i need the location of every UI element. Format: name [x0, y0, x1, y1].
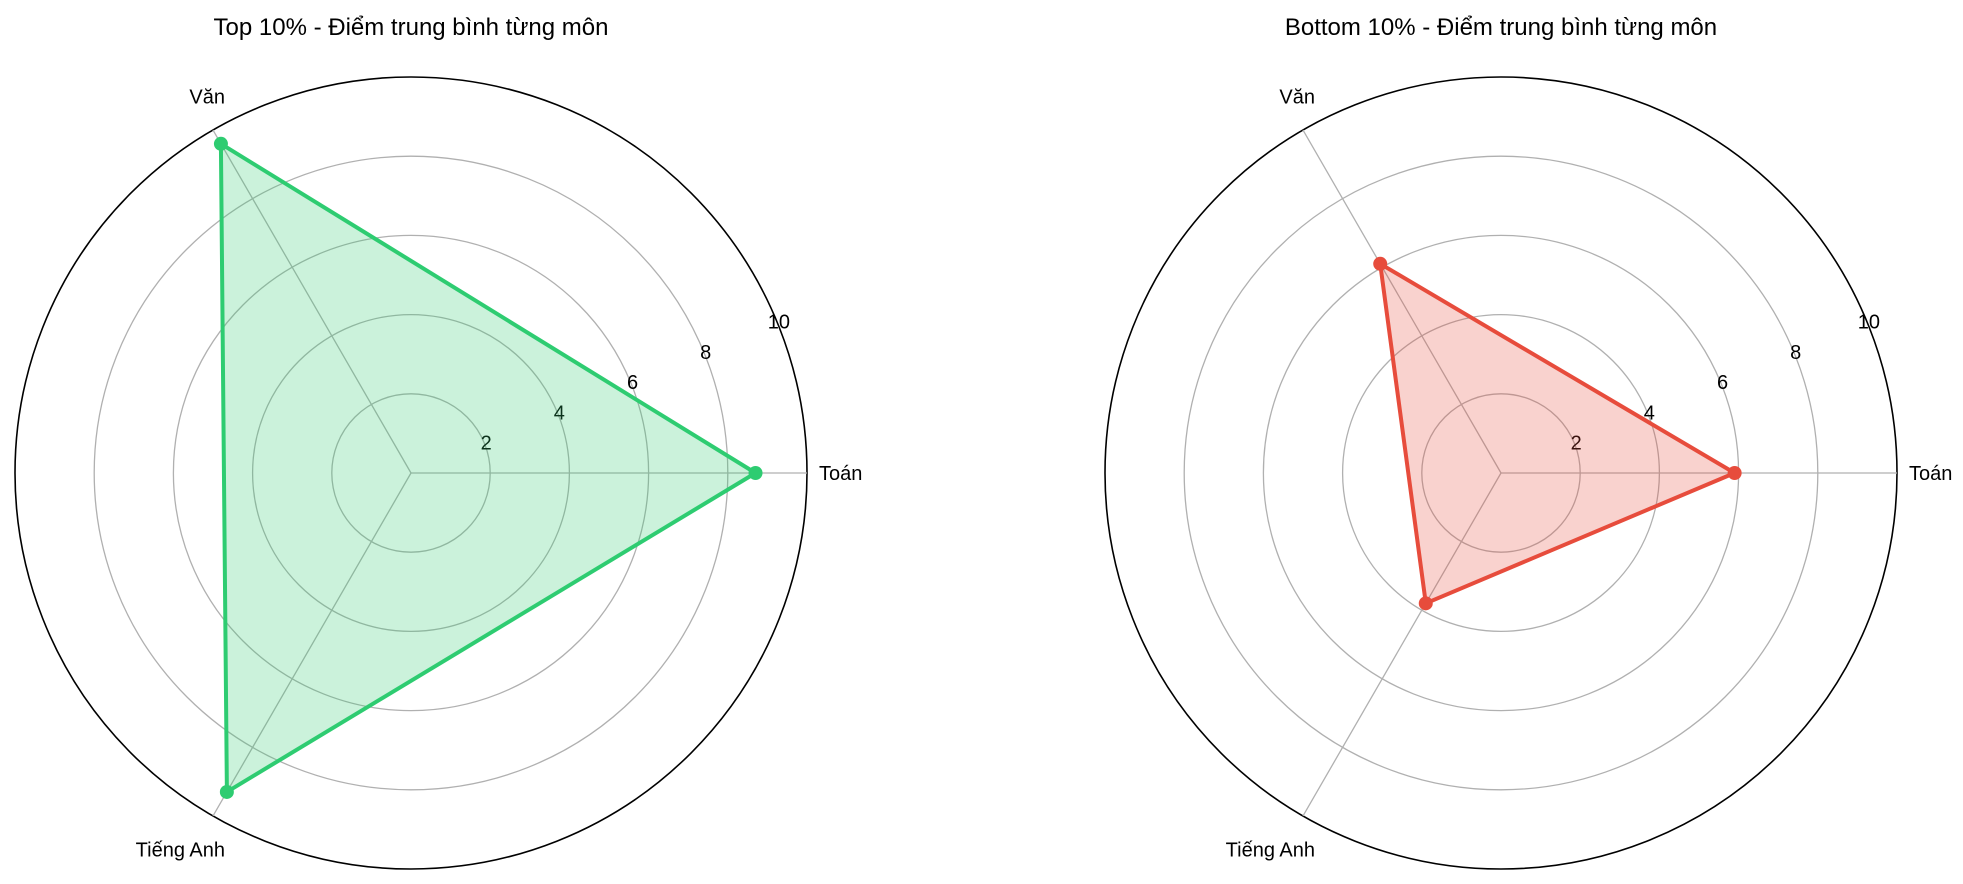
category-label-top: Toán [819, 463, 862, 485]
spoke-line-bottom [1302, 129, 1502, 474]
series-fill-bottom [1380, 263, 1735, 604]
data-point-top [748, 466, 763, 480]
series-line-bottom [1378, 261, 1737, 606]
r-tick-label-top: 6 [627, 372, 638, 394]
spoke-line-top [212, 129, 412, 474]
r-tick-label-bottom: 10 [1858, 311, 1880, 333]
radar-grid-top: 2 4 6 8 10 Toán Văn Tiếng Anh [14, 76, 862, 870]
category-label-bottom: Văn [1279, 87, 1315, 109]
chart-title-top: Top 10% - Điểm trung bình từng môn [214, 14, 609, 41]
data-point-top [219, 784, 234, 799]
r-tick-label-bottom: 6 [1717, 372, 1728, 394]
r-tick-label-top: 8 [700, 342, 711, 364]
r-tick-label-top: 2 [481, 433, 492, 455]
series-bottom [1373, 256, 1742, 611]
series-line-top [218, 141, 758, 794]
data-point-bottom [1373, 256, 1388, 271]
r-tick-label-bottom: 2 [1571, 433, 1582, 455]
category-label-bottom: Tiếng Anh [1226, 839, 1315, 861]
category-label-top: Tiếng Anh [136, 839, 225, 861]
data-point-top [213, 136, 228, 151]
r-tick-label-top: 4 [554, 402, 565, 424]
radar-panel-top: Top 10% - Điểm trung bình từng môn 2 4 6 8 1… [14, 14, 862, 870]
spoke-line-top [212, 472, 412, 817]
radar-panel-bottom: Bottom 10% - Điểm trung bình từng môn 2 4… [1104, 14, 1952, 870]
category-label-bottom: Toán [1909, 463, 1952, 485]
chart-title-bottom: Bottom 10% - Điểm trung bình từng môn [1285, 14, 1717, 41]
data-point-bottom [1418, 596, 1433, 611]
r-tick-label-bottom: 4 [1644, 402, 1655, 424]
series-top [213, 136, 763, 799]
spoke-line-bottom [1302, 472, 1502, 817]
r-tick-label-bottom: 8 [1790, 342, 1801, 364]
category-label-top: Văn [189, 87, 225, 109]
r-tick-label-top: 10 [768, 311, 790, 333]
data-point-bottom [1727, 466, 1742, 480]
series-fill-top [220, 143, 756, 792]
